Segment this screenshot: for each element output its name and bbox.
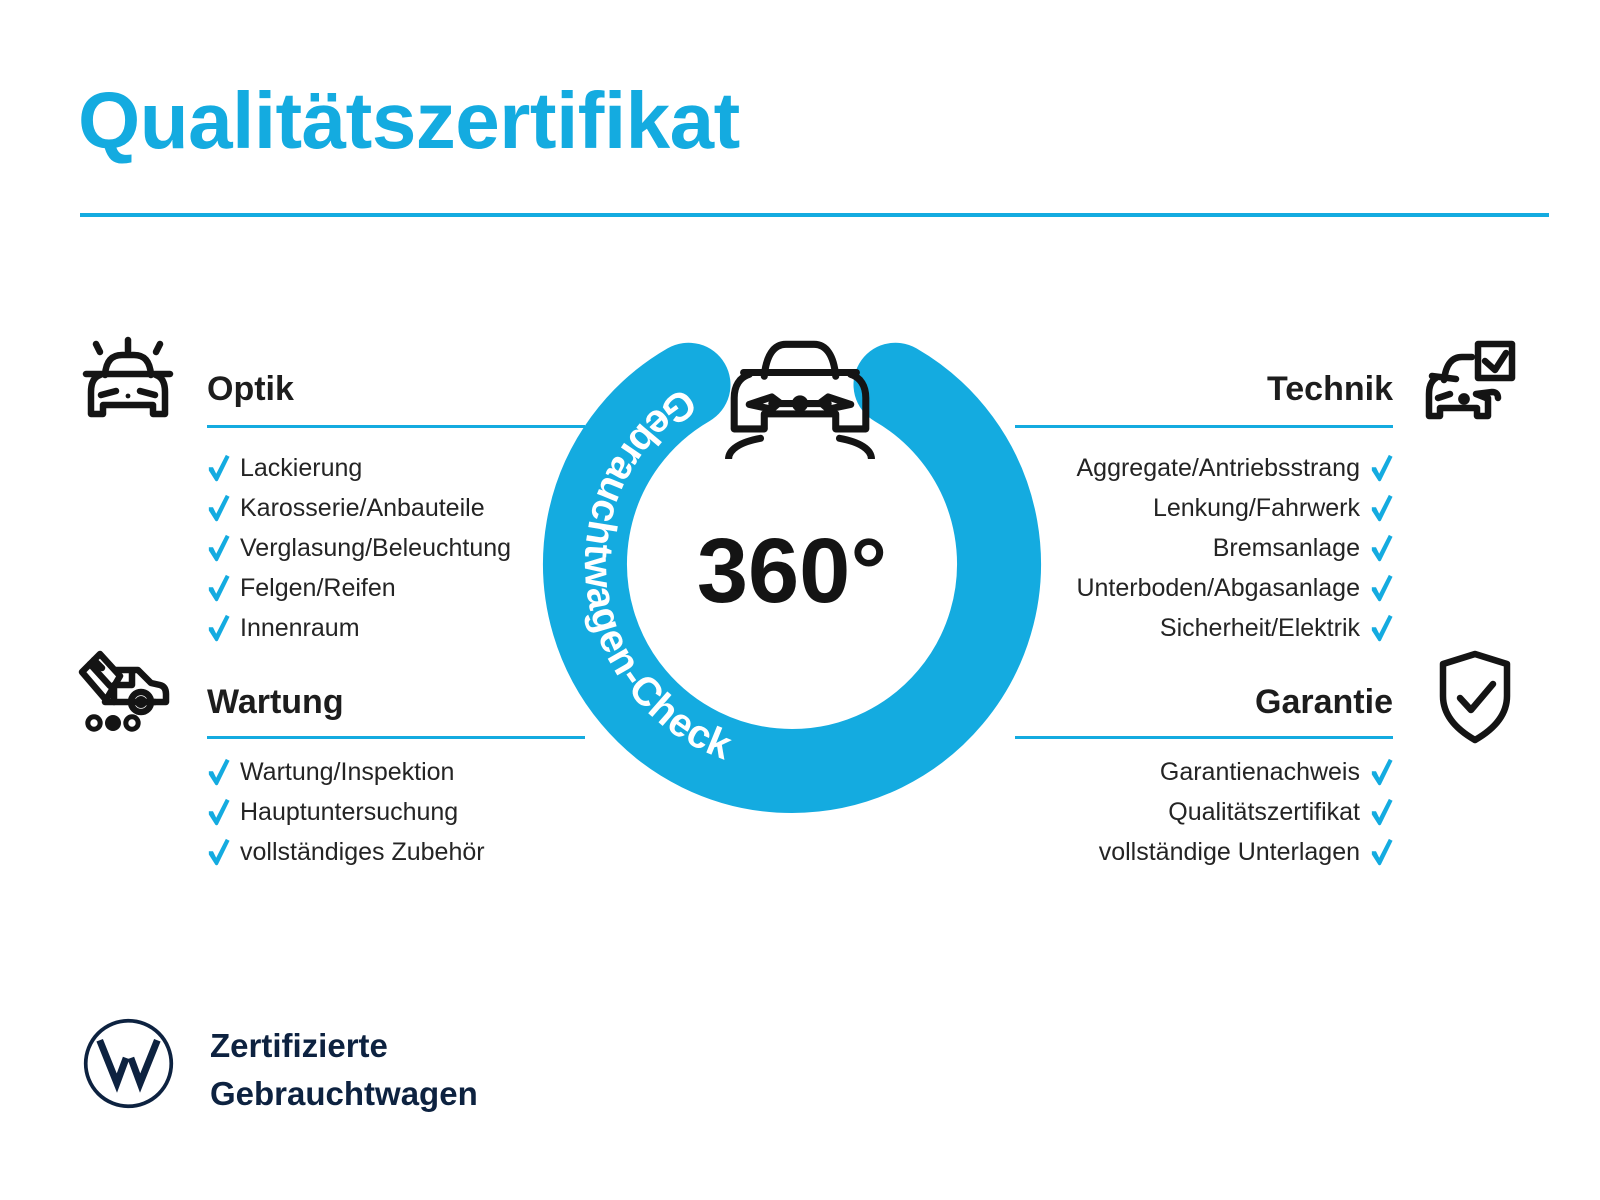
svg-text:360°: 360° (697, 520, 887, 622)
